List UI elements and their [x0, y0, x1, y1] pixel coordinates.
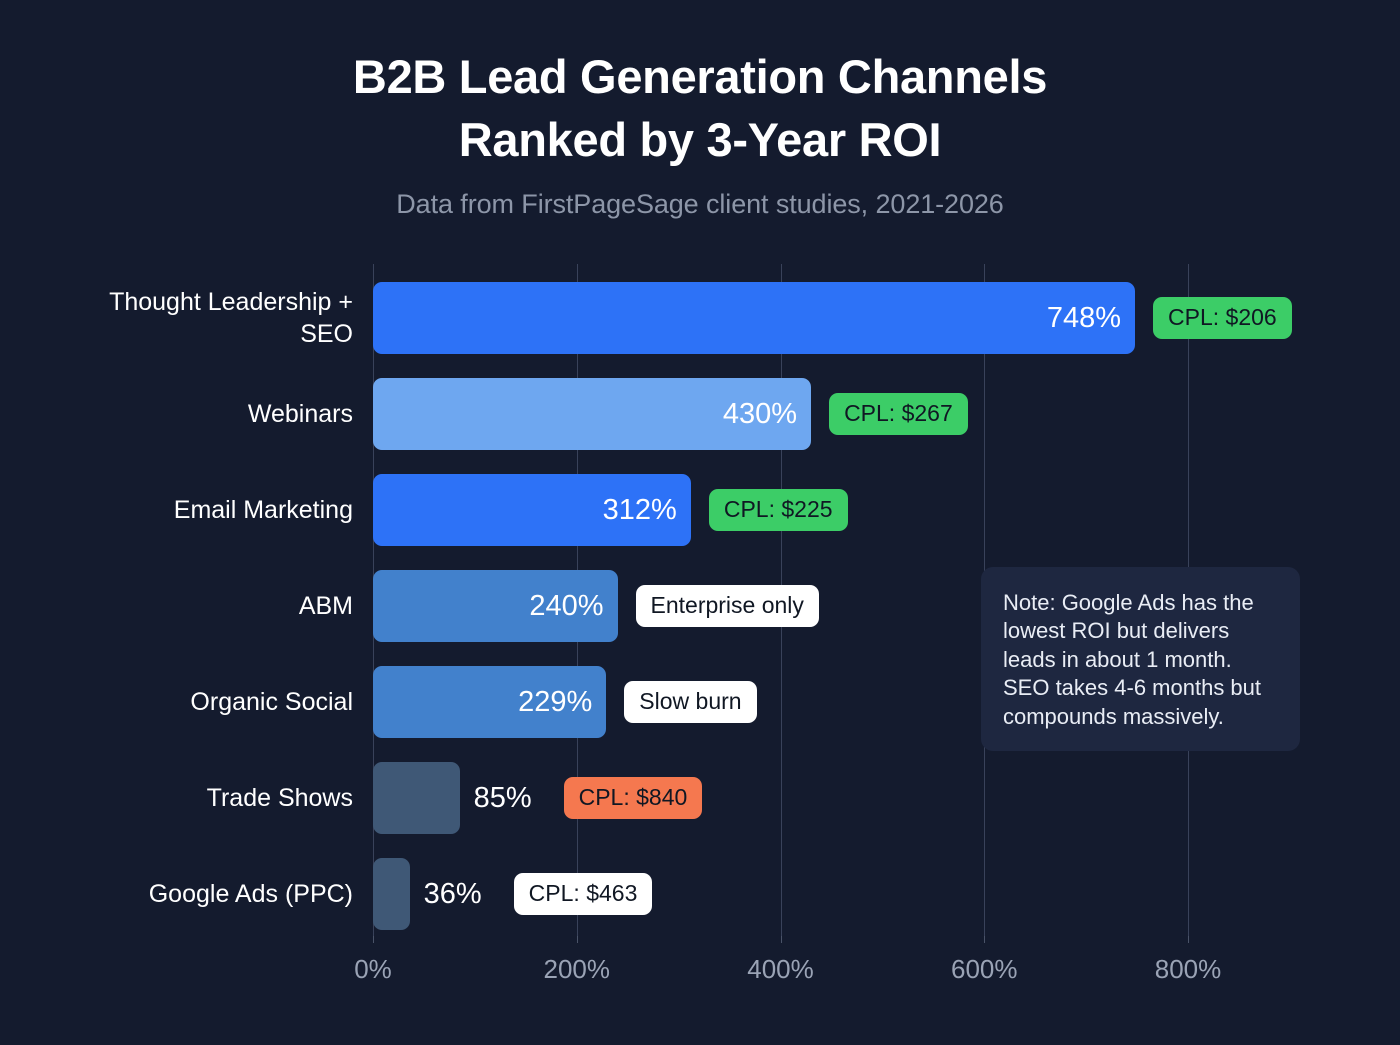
bar-row: 748% CPL: $206 — [373, 282, 1292, 354]
chart-header: B2B Lead Generation Channels Ranked by 3… — [0, 46, 1400, 220]
bar-value-label: 36% — [423, 878, 482, 910]
y-axis-category-labels: Thought Leadership + SEO Webinars Email Ma… — [23, 264, 353, 936]
y-axis-label: Google Ads (PPC) — [148, 880, 353, 908]
bar-value-label: 85% — [473, 782, 532, 814]
x-axis-tick-label: 200% — [543, 954, 611, 984]
bar[interactable] — [373, 474, 691, 546]
x-axis-tick-label: 0% — [354, 954, 392, 984]
x-axis-tick-mark — [576, 936, 578, 943]
chart-subtitle: Data from FirstPageSage client studies, … — [396, 189, 1004, 219]
bar-row: 240% Enterprise only — [373, 570, 1188, 642]
annotation-badge[interactable]: CPL: $267 — [829, 393, 968, 435]
y-axis-label: Webinars — [247, 400, 353, 428]
bar-row: 312% CPL: $225 — [373, 474, 1188, 546]
bar[interactable] — [373, 666, 607, 738]
x-axis-tick-label: 400% — [747, 954, 814, 984]
annotation-badge[interactable]: Slow burn — [624, 681, 757, 723]
x-axis-tick-mark — [780, 936, 782, 943]
bar-value-label: 312% — [602, 494, 677, 526]
x-axis-tick-label: 600% — [951, 954, 1018, 984]
bar-row: 36% CPL: $463 — [373, 858, 1188, 930]
bar[interactable] — [373, 858, 410, 930]
bar-row: 85% CPL: $840 — [373, 762, 1188, 834]
x-axis-tick-label: 800% — [1154, 954, 1222, 984]
annotation-badge[interactable]: Enterprise only — [635, 585, 819, 627]
chart-title: B2B Lead Generation Channels Ranked by 3… — [352, 50, 1048, 166]
annotation-badge[interactable]: CPL: $840 — [563, 777, 703, 819]
annotation-badge[interactable]: CPL: $225 — [708, 489, 848, 531]
y-axis-label: Trade Shows — [206, 784, 353, 812]
y-axis-label: Organic Social — [190, 688, 353, 716]
bar-value-label: 229% — [518, 686, 593, 718]
x-axis: 0% 200% 400% 600% 800% — [354, 936, 1221, 996]
bar[interactable] — [373, 282, 1136, 354]
x-axis-tick-mark — [373, 936, 374, 943]
plot-area: 748% CPL: $206 430% CPL: $267 312% CPL: $225 2… — [373, 264, 1292, 936]
annotation-note-box: Note: Google Ads has the lowest ROI but … — [981, 567, 1300, 751]
annotation-badge[interactable]: CPL: $463 — [513, 873, 653, 915]
bar-row: 430% CPL: $267 — [373, 378, 1188, 450]
bar[interactable] — [373, 762, 460, 834]
annotation-badge[interactable]: CPL: $206 — [1153, 297, 1292, 339]
x-axis-tick-mark — [984, 936, 986, 943]
x-axis-tick-mark — [1188, 936, 1189, 943]
bar[interactable] — [373, 570, 618, 642]
y-axis-label: Thought Leadership + SEO — [109, 288, 353, 348]
bar-row: 229% Slow burn — [373, 666, 1188, 738]
bar-value-label: 748% — [1046, 302, 1122, 334]
bar-value-label: 430% — [722, 398, 798, 430]
bar-value-label: 240% — [529, 590, 604, 622]
y-axis-label: Email Marketing — [173, 496, 353, 524]
y-axis-label: ABM — [298, 592, 353, 620]
bar[interactable] — [373, 378, 812, 450]
